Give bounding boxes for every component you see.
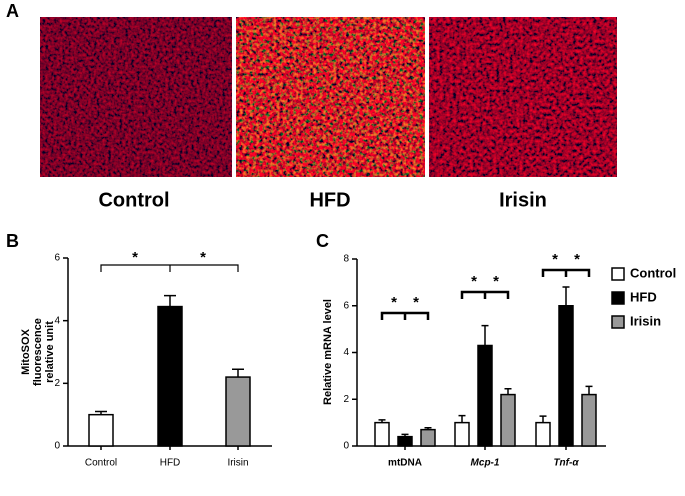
micrograph bbox=[236, 17, 425, 177]
legend-label: HFD bbox=[630, 289, 657, 304]
y-tick-label: 0 bbox=[54, 441, 60, 452]
y-tick-label: 4 bbox=[343, 347, 349, 358]
error-bar bbox=[378, 419, 386, 423]
error-bar bbox=[539, 415, 547, 423]
significance-mark: * bbox=[391, 294, 397, 311]
image-label: Irisin bbox=[499, 189, 547, 211]
bar bbox=[581, 393, 597, 447]
panel-label: B bbox=[6, 231, 19, 251]
x-tick-label: HFD bbox=[160, 458, 181, 469]
y-tick-label: 6 bbox=[343, 300, 349, 311]
significance-bracket bbox=[460, 290, 510, 299]
y-axis-label-line: fluorescence bbox=[32, 318, 44, 386]
x-tick-label: Mcp-1 bbox=[471, 458, 500, 469]
significance-mark: * bbox=[493, 273, 499, 290]
panel-label: A bbox=[6, 1, 19, 21]
error-bar bbox=[458, 414, 466, 423]
error-bar bbox=[95, 410, 107, 415]
y-axis-label-line: MitoSOX bbox=[20, 328, 32, 374]
significance-mark: * bbox=[552, 251, 558, 268]
legend-swatch bbox=[611, 291, 625, 305]
bar bbox=[88, 413, 114, 447]
significance-bracket bbox=[100, 264, 239, 272]
y-tick-label: 2 bbox=[54, 378, 60, 389]
error-bar bbox=[232, 368, 244, 378]
error-bar bbox=[481, 324, 489, 346]
bar bbox=[477, 344, 493, 447]
y-tick-label: 6 bbox=[54, 253, 60, 264]
legend-swatch bbox=[611, 267, 625, 281]
significance-bracket bbox=[380, 311, 430, 320]
micrograph bbox=[40, 17, 232, 177]
y-axis-label: Relative mRNA level bbox=[322, 299, 334, 405]
legend-label: Control bbox=[630, 265, 676, 280]
error-bar bbox=[164, 294, 176, 307]
y-tick-label: 4 bbox=[54, 315, 60, 326]
legend-label: Irisin bbox=[630, 313, 661, 328]
error-bar bbox=[562, 286, 570, 306]
x-tick-label: Control bbox=[85, 458, 117, 469]
bar bbox=[420, 428, 436, 447]
error-bar bbox=[585, 385, 593, 395]
image-label: HFD bbox=[309, 189, 350, 211]
significance-mark: * bbox=[574, 251, 580, 268]
x-tick-label: mtDNA bbox=[388, 458, 422, 469]
panel-label: C bbox=[316, 231, 329, 251]
y-tick-label: 2 bbox=[343, 394, 349, 405]
image-label: Control bbox=[98, 189, 169, 211]
error-bar bbox=[424, 427, 432, 430]
bar bbox=[558, 305, 574, 447]
significance-mark: * bbox=[200, 249, 206, 266]
bar bbox=[374, 421, 390, 447]
bar bbox=[225, 376, 251, 447]
y-tick-label: 0 bbox=[343, 441, 349, 452]
error-bar bbox=[504, 387, 512, 395]
significance-bracket bbox=[541, 268, 591, 277]
bar bbox=[157, 305, 183, 447]
x-tick-label: Irisin bbox=[227, 458, 248, 469]
x-tick-label: Tnf-α bbox=[553, 458, 579, 469]
significance-mark: * bbox=[413, 294, 419, 311]
legend-swatch bbox=[611, 315, 625, 329]
bar bbox=[397, 435, 413, 447]
bar bbox=[454, 421, 470, 447]
micrograph bbox=[429, 17, 617, 177]
significance-mark: * bbox=[471, 273, 477, 290]
bar bbox=[535, 421, 551, 447]
y-axis-label-line: relative unit bbox=[44, 321, 56, 383]
bar bbox=[500, 393, 516, 447]
significance-mark: * bbox=[132, 249, 138, 266]
y-tick-label: 8 bbox=[343, 254, 349, 265]
y-axis-label: MitoSOXfluorescencerelative unit bbox=[20, 318, 56, 386]
error-bar bbox=[401, 433, 409, 437]
